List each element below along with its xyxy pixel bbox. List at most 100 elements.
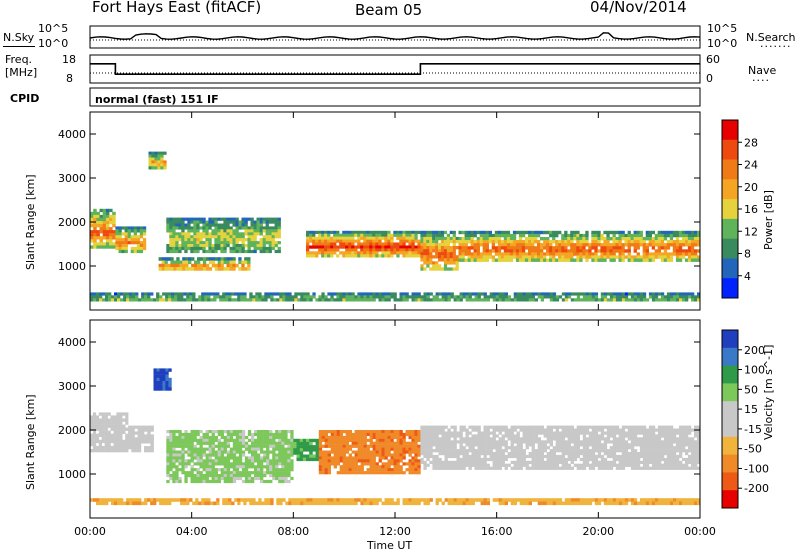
power-cell bbox=[196, 226, 200, 230]
power-cell bbox=[188, 260, 192, 265]
velocity-cell bbox=[357, 465, 361, 469]
power-cell bbox=[678, 249, 683, 253]
velocity-cell bbox=[618, 460, 623, 464]
power-cell bbox=[357, 254, 361, 258]
velocity-cell bbox=[660, 428, 665, 432]
velocity-cell bbox=[247, 456, 252, 460]
velocity-cell bbox=[573, 446, 577, 450]
power-cell bbox=[351, 248, 355, 252]
velocity-cell bbox=[447, 452, 451, 456]
power-cell bbox=[250, 229, 254, 233]
velocity-cell bbox=[573, 440, 577, 444]
power-cell bbox=[336, 245, 340, 249]
velocity-cell bbox=[621, 434, 626, 438]
velocity-cell bbox=[600, 434, 605, 438]
velocity-cell bbox=[510, 446, 514, 450]
velocity-cell bbox=[175, 465, 179, 469]
power-cell bbox=[476, 255, 480, 259]
velocity-cell bbox=[254, 468, 258, 472]
power-cell bbox=[226, 229, 230, 233]
power-cell bbox=[426, 298, 430, 302]
power-cell bbox=[173, 260, 177, 265]
velocity-cell bbox=[615, 454, 620, 459]
velocity-cell bbox=[251, 462, 255, 466]
power-cell bbox=[250, 217, 254, 221]
velocity-cell bbox=[263, 471, 267, 475]
velocity-cell bbox=[159, 377, 163, 382]
power-cell bbox=[202, 244, 206, 248]
power-cell bbox=[663, 249, 668, 253]
velocity-cell bbox=[187, 447, 191, 451]
velocity-cell bbox=[468, 460, 472, 464]
power-cell bbox=[627, 252, 631, 256]
velocity-cell bbox=[582, 437, 587, 441]
velocity-cell bbox=[525, 425, 529, 429]
power-cell bbox=[274, 241, 278, 245]
power-cell bbox=[687, 252, 692, 256]
power-cell bbox=[163, 151, 167, 155]
velocity-cell bbox=[465, 437, 469, 441]
velocity-cell bbox=[639, 460, 644, 464]
velocity-cell bbox=[333, 435, 337, 440]
velocity-cell bbox=[606, 431, 611, 435]
power-cell bbox=[99, 242, 103, 246]
velocity-cell bbox=[546, 446, 550, 450]
power-cell bbox=[443, 243, 448, 247]
velocity-cell bbox=[543, 428, 547, 432]
power-cell bbox=[306, 242, 310, 246]
velocity-cell bbox=[287, 465, 291, 469]
velocity-cell bbox=[504, 463, 508, 467]
velocity-cell bbox=[275, 444, 279, 448]
power-cell bbox=[178, 246, 182, 251]
power-cell bbox=[657, 240, 661, 244]
power-cell bbox=[345, 242, 349, 246]
velocity-cell bbox=[281, 432, 285, 437]
velocity-cell bbox=[217, 430, 221, 434]
velocity-cell bbox=[585, 449, 590, 453]
velocity-cell bbox=[570, 431, 574, 435]
velocity-cell bbox=[597, 446, 602, 450]
power-cell bbox=[449, 255, 453, 259]
power-cell bbox=[363, 245, 367, 249]
velocity-cell bbox=[636, 443, 641, 447]
power-cell bbox=[309, 251, 313, 255]
power-cell bbox=[678, 258, 683, 262]
velocity-cell bbox=[101, 439, 105, 444]
power-cell bbox=[414, 233, 418, 237]
velocity-cell bbox=[232, 474, 237, 478]
velocity-cell bbox=[238, 462, 243, 466]
velocity-cell bbox=[561, 434, 565, 438]
power-cell bbox=[375, 295, 379, 299]
velocity-cell bbox=[543, 434, 547, 438]
power-cell bbox=[256, 246, 260, 251]
power-cell bbox=[99, 214, 103, 219]
velocity-cell bbox=[639, 431, 644, 435]
velocity-cell bbox=[450, 463, 454, 467]
power-cell bbox=[399, 242, 403, 246]
velocity-cell bbox=[104, 427, 108, 431]
power-cell bbox=[321, 239, 325, 243]
velocity-cell bbox=[645, 457, 650, 462]
power-cell bbox=[175, 217, 179, 221]
power-cell bbox=[675, 230, 680, 235]
power-cell bbox=[521, 255, 526, 259]
power-cell bbox=[327, 298, 331, 302]
power-cell bbox=[132, 298, 136, 302]
velocity-cell bbox=[238, 432, 243, 437]
velocity-cell bbox=[498, 460, 502, 464]
velocity-cell bbox=[156, 384, 160, 388]
velocity-cell bbox=[474, 466, 478, 470]
power-cell bbox=[294, 295, 298, 299]
power-cell bbox=[390, 254, 394, 258]
power-cell bbox=[179, 263, 183, 268]
power-cell bbox=[540, 243, 544, 247]
velocity-cell bbox=[168, 381, 172, 385]
velocity-cell bbox=[330, 438, 334, 442]
velocity-cell bbox=[321, 430, 325, 434]
power-cell bbox=[165, 295, 169, 299]
velocity-cell bbox=[159, 381, 163, 385]
power-cell bbox=[193, 226, 197, 230]
power-cell bbox=[458, 258, 462, 262]
power-cell bbox=[102, 227, 107, 231]
power-cell bbox=[189, 295, 193, 299]
